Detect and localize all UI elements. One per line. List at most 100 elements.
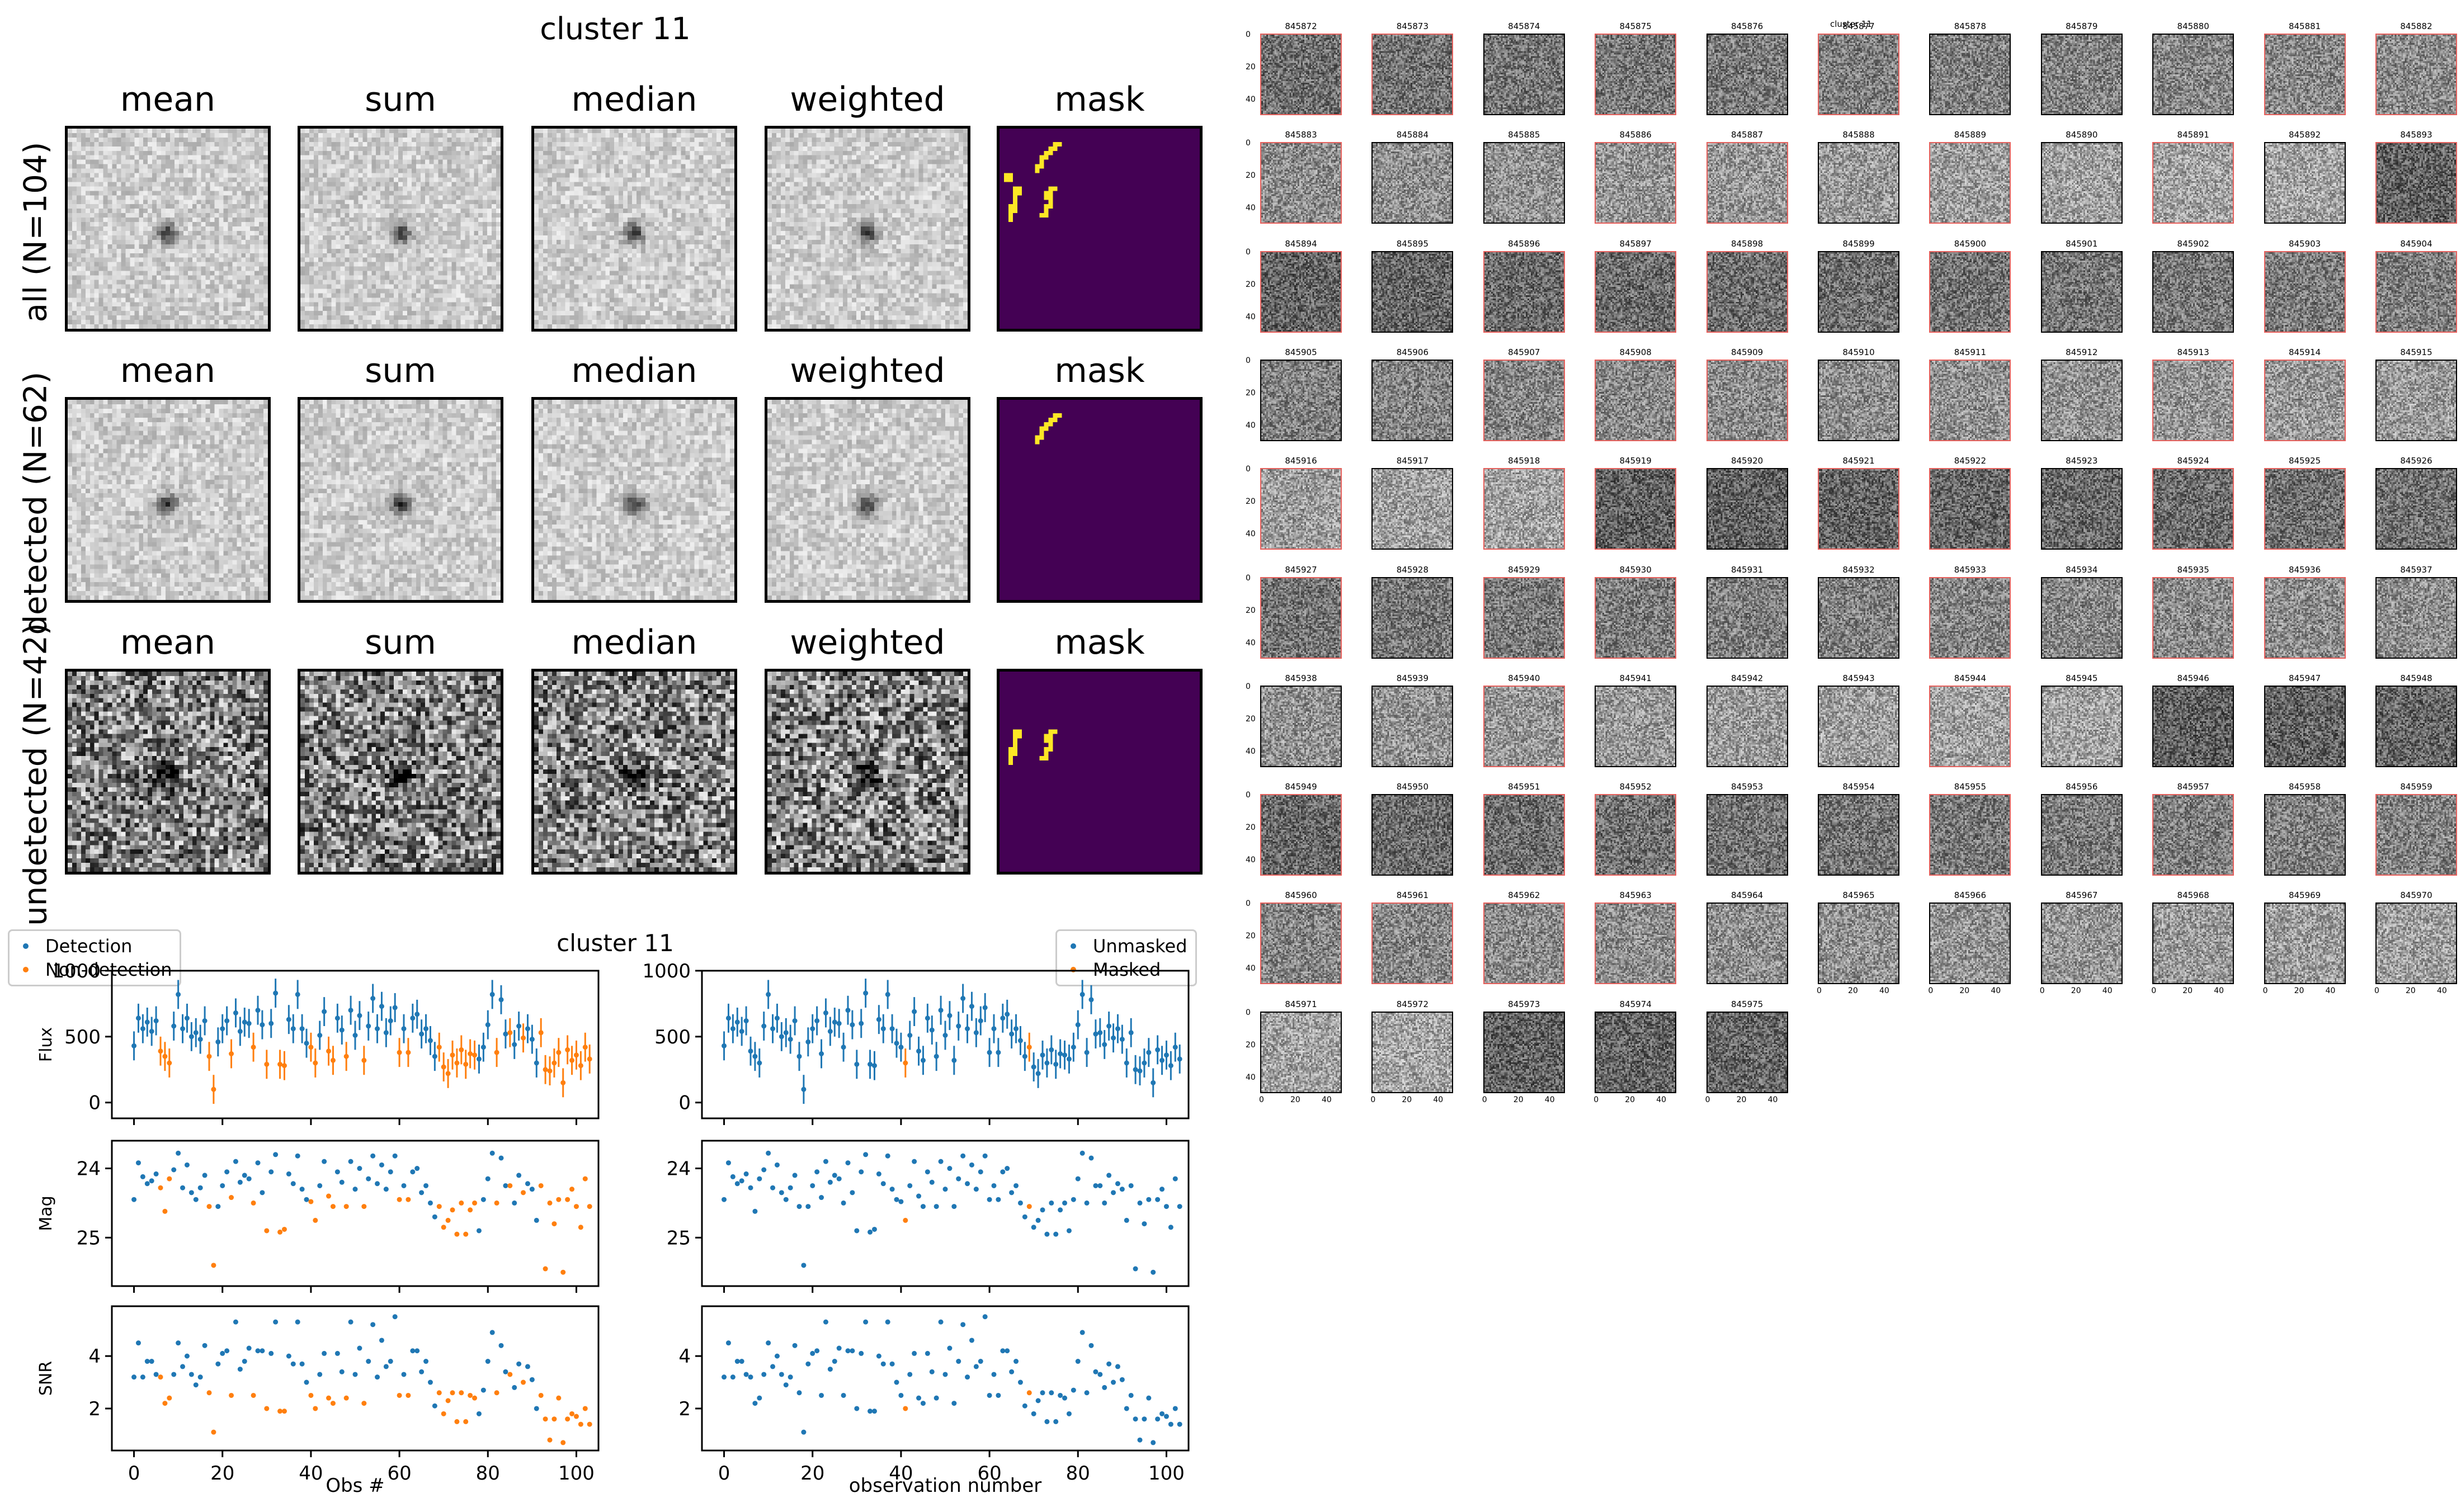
- data-point-flux: [934, 1053, 939, 1059]
- data-point-snr: [485, 1359, 491, 1364]
- data-point-snr: [370, 1322, 376, 1327]
- data-point-mag: [1115, 1181, 1120, 1187]
- legend-label-unmasked: Unmasked: [1093, 935, 1187, 957]
- y-tick-label: 24: [77, 1158, 101, 1180]
- data-point-snr: [868, 1409, 873, 1414]
- thumb-x-tick: 40: [1879, 986, 1889, 996]
- data-point-mag: [582, 1176, 588, 1182]
- cutout-thumbnail: [1706, 468, 1788, 550]
- thumb-id-label: 845904: [2400, 238, 2432, 249]
- data-point-flux: [1124, 1060, 1129, 1066]
- data-point-mag: [551, 1221, 557, 1227]
- data-point-snr: [863, 1319, 869, 1325]
- data-point-mag: [1133, 1266, 1138, 1272]
- data-point-mag: [1026, 1204, 1032, 1209]
- data-point-mag: [370, 1153, 376, 1159]
- data-point-mag: [903, 1217, 908, 1223]
- data-point-mag: [295, 1153, 300, 1159]
- thumb-x-tick: 0: [1482, 1095, 1487, 1104]
- thumb-y-tick: 20: [1246, 388, 1256, 398]
- data-point-flux: [1031, 1064, 1036, 1070]
- cutout-thumbnail: [1595, 468, 1677, 550]
- thumb-id-label: 845965: [1842, 890, 1875, 901]
- data-point-flux: [582, 1045, 588, 1050]
- thumb-id-label: 845960: [1285, 890, 1317, 901]
- data-point-snr: [889, 1361, 895, 1367]
- cutout-thumbnail: [1260, 251, 1342, 333]
- data-point-snr: [299, 1361, 305, 1367]
- cutout-thumbnail: [1929, 794, 2011, 876]
- data-point-snr: [788, 1374, 793, 1380]
- data-point-flux: [734, 1019, 740, 1025]
- data-point-snr: [859, 1350, 864, 1356]
- data-point-flux: [1097, 1030, 1103, 1036]
- data-point-snr: [436, 1390, 442, 1396]
- data-point-mag: [1031, 1225, 1036, 1230]
- data-point-mag: [251, 1200, 256, 1206]
- cutout-thumbnail: [2264, 34, 2346, 115]
- thumb-x-tick: 0: [2151, 986, 2157, 996]
- x-axis-label-left: Obs #: [326, 1475, 384, 1497]
- data-point-flux: [176, 991, 181, 997]
- data-point-mag: [880, 1181, 886, 1187]
- data-point-flux: [503, 1031, 508, 1037]
- data-point-snr: [761, 1372, 767, 1377]
- data-point-mag: [357, 1166, 362, 1171]
- data-point-flux: [1146, 1050, 1152, 1055]
- column-title-sum: sum: [365, 351, 436, 390]
- data-point-mag: [1119, 1187, 1125, 1192]
- data-point-snr: [224, 1348, 230, 1354]
- data-point-flux: [197, 1037, 203, 1042]
- data-point-flux: [436, 1045, 442, 1050]
- cutout-thumbnail: [1483, 34, 1565, 115]
- data-point-flux: [1053, 1061, 1059, 1067]
- data-point-snr: [947, 1345, 953, 1351]
- thumb-x-tick: 40: [2214, 986, 2224, 996]
- thumb-x-tick: 0: [2039, 986, 2045, 996]
- data-point-snr: [406, 1392, 411, 1398]
- data-point-mag: [938, 1159, 944, 1164]
- thumb-y-tick: 20: [1246, 497, 1256, 507]
- thumb-id-label: 845942: [1731, 673, 1764, 683]
- data-point-snr: [916, 1395, 922, 1401]
- data-point-mag: [516, 1173, 522, 1178]
- data-point-flux: [317, 1033, 323, 1038]
- data-point-flux: [246, 1020, 252, 1026]
- thumb-id-label: 845933: [1954, 564, 1987, 575]
- data-point-snr: [158, 1374, 163, 1380]
- data-point-snr: [379, 1338, 384, 1343]
- cutout-thumbnail: [1260, 142, 1342, 224]
- data-point-snr: [1040, 1390, 1045, 1396]
- cutout-thumbnail: [1260, 903, 1342, 985]
- data-point-snr: [1071, 1387, 1076, 1393]
- stacked-image-mean: [65, 397, 271, 603]
- thumb-id-label: 845872: [1285, 21, 1317, 31]
- axes-frame-flux-right: [701, 970, 1190, 1119]
- data-point-mag: [965, 1181, 970, 1187]
- cutout-thumbnail: [1483, 1011, 1565, 1093]
- data-point-snr: [401, 1372, 407, 1377]
- cutout-thumbnail: [1371, 903, 1454, 985]
- data-point-flux: [1119, 1037, 1125, 1042]
- data-point-flux: [722, 1043, 727, 1048]
- data-point-flux: [1075, 1022, 1081, 1028]
- stacked-image-median: [531, 126, 737, 332]
- data-point-flux: [1000, 1015, 1006, 1021]
- thumb-y-tick: 0: [1246, 30, 1251, 39]
- data-point-flux: [1142, 1060, 1147, 1066]
- thumb-id-label: 845905: [1285, 347, 1317, 357]
- data-point-mag: [823, 1159, 828, 1164]
- data-point-snr: [1075, 1359, 1081, 1364]
- data-point-snr: [432, 1403, 437, 1409]
- data-point-snr: [135, 1340, 141, 1346]
- data-point-snr: [956, 1359, 961, 1364]
- data-point-flux: [1035, 1071, 1041, 1076]
- column-title-mask: mask: [1054, 80, 1145, 119]
- thumb-x-tick: 0: [1259, 1095, 1264, 1104]
- data-point-snr: [277, 1409, 283, 1414]
- thumb-id-label: 845882: [2400, 21, 2432, 31]
- cutout-thumbnail: [1595, 903, 1677, 985]
- data-point-snr: [480, 1387, 486, 1393]
- data-point-mag: [951, 1204, 957, 1209]
